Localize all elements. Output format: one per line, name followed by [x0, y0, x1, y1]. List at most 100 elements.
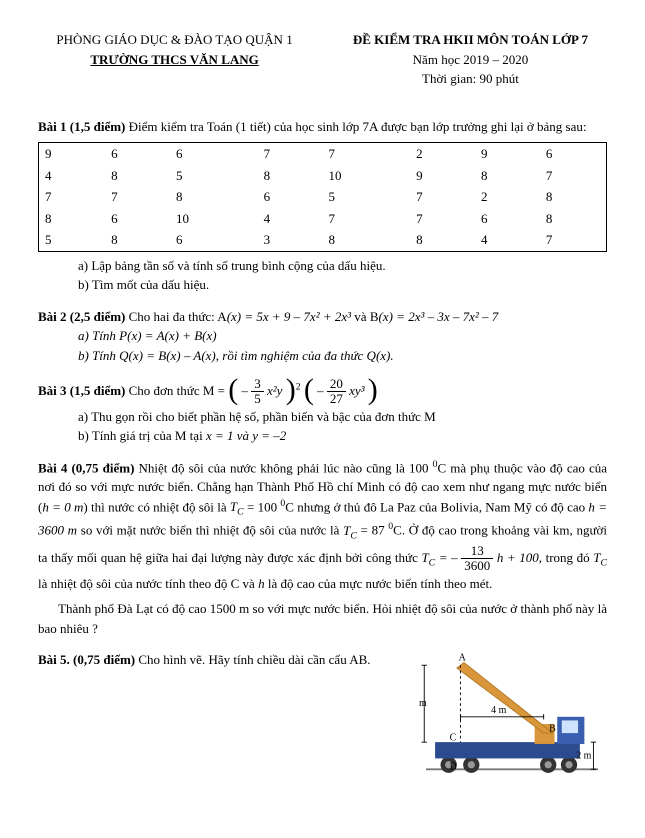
problem-3-lead: Cho đơn thức M =: [125, 383, 228, 398]
tc-sym-1: TC: [230, 499, 244, 514]
table-cell: 9: [475, 143, 540, 165]
p3b-x: x = 1: [206, 428, 234, 443]
problem-4-title: Bài 4 (0,75 điểm): [38, 460, 134, 475]
term2: – 2027 xy³: [317, 383, 368, 398]
table-cell: 7: [39, 186, 106, 208]
problem-2-lead: Cho hai đa thức: A: [125, 309, 226, 324]
den1: 5: [251, 392, 264, 406]
table-cell: 3: [258, 229, 323, 251]
tc-sym-2: TC: [343, 523, 357, 538]
header-left: PHÒNG GIÁO DỤC & ĐÀO TẠO QUẬN 1 TRƯỜNG T…: [38, 30, 311, 89]
table-cell: 4: [258, 208, 323, 230]
table-cell: 10: [170, 208, 258, 230]
table-cell: 8: [410, 229, 475, 251]
table-cell: 6: [475, 208, 540, 230]
p4-t8: là nhiệt độ sôi của nước tính theo độ C …: [38, 576, 258, 591]
problem-2-a: a) Tính P(x) = A(x) + B(x): [78, 326, 607, 346]
label-B: B: [549, 723, 556, 734]
term1-var: x²y: [267, 383, 282, 398]
problem-3-title: Bài 3 (1,5 điểm): [38, 383, 125, 398]
table-cell: 7: [258, 143, 323, 165]
dept-line: PHÒNG GIÁO DỤC & ĐÀO TẠO QUẬN 1: [38, 30, 311, 50]
p4-t7: , trong đó: [539, 550, 593, 565]
formula-tail: h + 100: [497, 550, 539, 565]
num2: 20: [327, 377, 346, 392]
table-cell: 8: [540, 186, 607, 208]
school-line: TRƯỜNG THCS VĂN LANG: [38, 50, 311, 70]
problem-5: A B C D 5 m 4 m 2 m Bài 5. (0,75 điểm) C…: [38, 650, 607, 780]
table-row: 861047768: [39, 208, 607, 230]
table-cell: 6: [170, 143, 258, 165]
p3b-and: và: [233, 428, 252, 443]
problem-1-a: a) Lập bảng tần số và tính số trung bình…: [78, 256, 607, 276]
b-of-x: (x) = 2x³ – 3x – 7x² – 7: [379, 309, 499, 324]
p4-question: Thành phố Đà Lạt có độ cao 1500 m so với…: [38, 599, 607, 638]
tc2-val: = 87: [357, 523, 388, 538]
page-header: PHÒNG GIÁO DỤC & ĐÀO TẠO QUẬN 1 TRƯỜNG T…: [38, 30, 607, 89]
problem-3: Bài 3 (1,5 điểm) Cho đơn thức M = ( – 35…: [38, 377, 607, 446]
label-C: C: [450, 732, 457, 743]
table-cell: 5: [322, 186, 410, 208]
table-row: 58638847: [39, 229, 607, 251]
table-cell: 4: [475, 229, 540, 251]
table-cell: 6: [170, 229, 258, 251]
rparen-1: ): [286, 373, 296, 406]
problem-5-text: Cho hình vẽ. Hãy tính chiều dài cần cẩu …: [135, 652, 370, 667]
p4-t5: so với mặt nước biển thì nhiệt độ sôi củ…: [77, 523, 343, 538]
table-cell: 4: [39, 165, 106, 187]
table-cell: 9: [39, 143, 106, 165]
table-cell: 8: [105, 165, 170, 187]
p4-t3: ) thì nước có nhiệt độ sôi là: [83, 499, 229, 514]
p4-t4: C nhưng ở thủ đô La Paz của Bolivia, Nam…: [285, 499, 588, 514]
problem-1-title: Bài 1 (1,5 điểm): [38, 119, 125, 134]
den2: 27: [327, 392, 346, 406]
table-cell: 2: [475, 186, 540, 208]
problem-1-text: Điểm kiểm tra Toán (1 tiết) của học sinh…: [125, 119, 586, 134]
label-5m: 5 m: [417, 698, 427, 709]
table-cell: 6: [105, 143, 170, 165]
table-cell: 8: [105, 229, 170, 251]
fden: 3600: [461, 559, 493, 573]
lparen-1: (: [228, 373, 238, 406]
table-cell: 8: [39, 208, 106, 230]
tc-sym-3: TC: [593, 550, 607, 565]
frac-13-3600: 133600: [461, 544, 493, 574]
table-cell: 5: [39, 229, 106, 251]
problem-2-title: Bài 2 (2,5 điểm): [38, 309, 125, 324]
p4-t9: là độ cao của mực nước biển tính theo mé…: [265, 576, 493, 591]
term2-var: xy³: [349, 383, 364, 398]
frac-3-5: 35: [251, 377, 264, 407]
problem-5-title: Bài 5. (0,75 điểm): [38, 652, 135, 667]
table-cell: 9: [410, 165, 475, 187]
problem-2-b: b) Tính Q(x) = B(x) – A(x), rồi tìm nghi…: [78, 346, 607, 366]
fnum: 13: [461, 544, 493, 559]
duration: Thời gian: 90 phút: [334, 69, 607, 89]
problem-1-b: b) Tìm mốt của dấu hiệu.: [78, 275, 607, 295]
m-formula: ( – 35 x²y )2 ( – 2027 xy³ ): [228, 377, 378, 407]
and-word: và B: [351, 309, 378, 324]
a-of-x: (x) = 5x + 9 – 7x² + 2x³: [227, 309, 351, 324]
table-cell: 5: [170, 165, 258, 187]
problem-3-b: b) Tính giá trị của M tại x = 1 và y = –…: [78, 426, 607, 446]
exam-title: ĐỀ KIỂM TRA HKII MÔN TOÁN LỚP 7: [334, 30, 607, 50]
school-year: Năm học 2019 – 2020: [334, 50, 607, 70]
p2b-text: b) Tính Q(x) = B(x) – A(x), rồi tìm nghi…: [78, 348, 394, 363]
table-cell: 8: [540, 208, 607, 230]
label-2m: 2 m: [576, 751, 591, 762]
p4-t1: Nhiệt độ sôi của nước không phải lúc nào…: [134, 460, 432, 475]
sq-exp: 2: [296, 381, 301, 392]
problem-4: Bài 4 (0,75 điểm) Nhiệt độ sôi của nước …: [38, 458, 607, 639]
problem-2: Bài 2 (2,5 điểm) Cho hai đa thức: A(x) =…: [38, 307, 607, 366]
table-cell: 8: [170, 186, 258, 208]
p3b-pre: b) Tính giá trị của M tại: [78, 428, 206, 443]
table-cell: 6: [258, 186, 323, 208]
problem-3-a: a) Thu gọn rồi cho biết phần hệ số, phần…: [78, 407, 607, 427]
num1: 3: [251, 377, 264, 392]
table-cell: 8: [475, 165, 540, 187]
truck-figure: A B C D 5 m 4 m 2 m: [417, 650, 607, 780]
problem-1: Bài 1 (1,5 điểm) Điểm kiểm tra Toán (1 t…: [38, 117, 607, 295]
table-cell: 7: [105, 186, 170, 208]
term1: – 35 x²y: [242, 383, 286, 398]
formula-tc: TC = –: [421, 550, 461, 565]
header-right: ĐỀ KIỂM TRA HKII MÔN TOÁN LỚP 7 Năm học …: [334, 30, 607, 89]
